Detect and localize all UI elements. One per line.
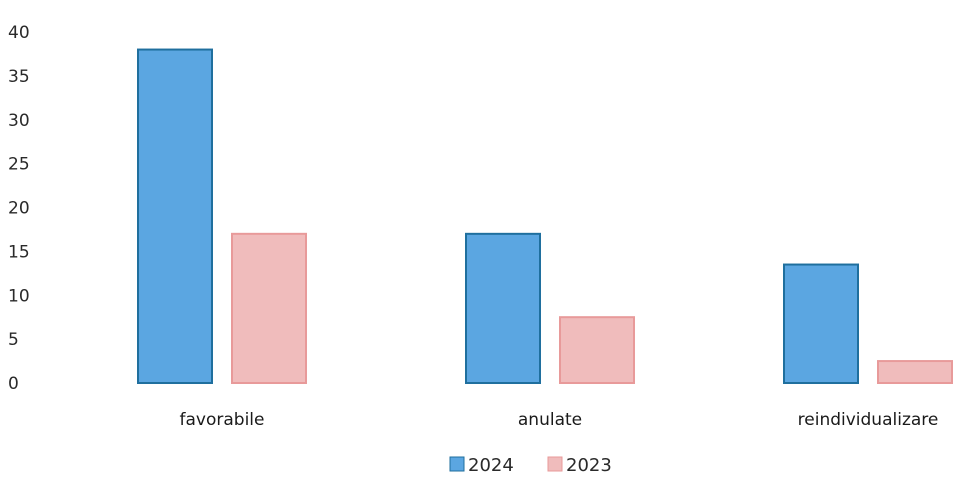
y-tick-label: 5: [8, 330, 19, 350]
legend: 2024 2023: [449, 455, 612, 476]
bar-2023-favorabile: [231, 232, 307, 384]
bar-2024-favorabile: [137, 48, 213, 385]
legend-label-2023: 2023: [566, 455, 612, 476]
x-category-label: anulate: [518, 410, 582, 430]
y-tick-label: 40: [8, 23, 30, 43]
bars: [137, 48, 953, 385]
y-tick-label: 20: [8, 199, 30, 219]
bar-2023-reindividualizare: [877, 360, 953, 384]
bar-2024-anulate: [465, 232, 541, 384]
y-tick-label: 25: [8, 155, 30, 175]
bar-2024-reindividualizare: [783, 263, 859, 385]
y-tick-label: 10: [8, 286, 30, 306]
legend-swatch-2023: [547, 456, 563, 472]
x-axis: favorabile anulate reindividualizare: [180, 410, 939, 430]
bar-2023-anulate: [559, 316, 635, 384]
x-category-label: reindividualizare: [798, 410, 939, 430]
y-tick-label: 15: [8, 242, 30, 262]
y-tick-label: 0: [8, 374, 19, 394]
legend-swatch-2024: [449, 456, 465, 472]
y-tick-label: 30: [8, 111, 30, 131]
y-axis: 0 5 10 15 20 25 30 35 40: [8, 23, 30, 394]
y-tick-label: 35: [8, 67, 30, 87]
x-category-label: favorabile: [180, 410, 265, 430]
legend-label-2024: 2024: [468, 455, 514, 476]
